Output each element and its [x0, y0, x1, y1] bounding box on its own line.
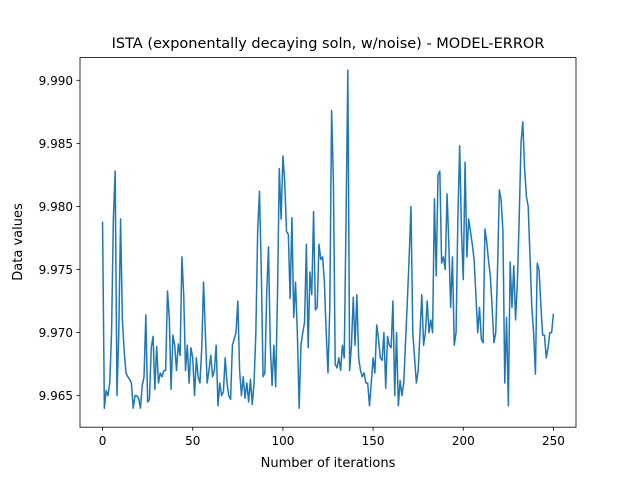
x-tick-label: 250	[542, 434, 565, 448]
y-tick-label: 9.965	[39, 389, 73, 403]
axes-frame	[79, 57, 577, 428]
x-tick-label: 150	[362, 434, 385, 448]
y-tick-label: 9.980	[39, 200, 73, 214]
y-tick-label: 9.990	[39, 74, 73, 88]
x-axis-label: Number of iterations	[261, 456, 396, 471]
chart-title: ISTA (exponentally decaying soln, w/nois…	[112, 36, 545, 52]
x-tick-label: 200	[452, 434, 475, 448]
y-tick-label: 9.970	[39, 326, 73, 340]
x-tick-label: 50	[185, 434, 200, 448]
y-tick-label: 9.975	[39, 263, 73, 277]
y-tick-label: 9.985	[39, 137, 73, 151]
x-tick-label: 0	[99, 434, 107, 448]
data-line	[101, 69, 555, 410]
x-tick-label: 100	[271, 434, 294, 448]
y-axis-label: Data values	[11, 203, 26, 281]
